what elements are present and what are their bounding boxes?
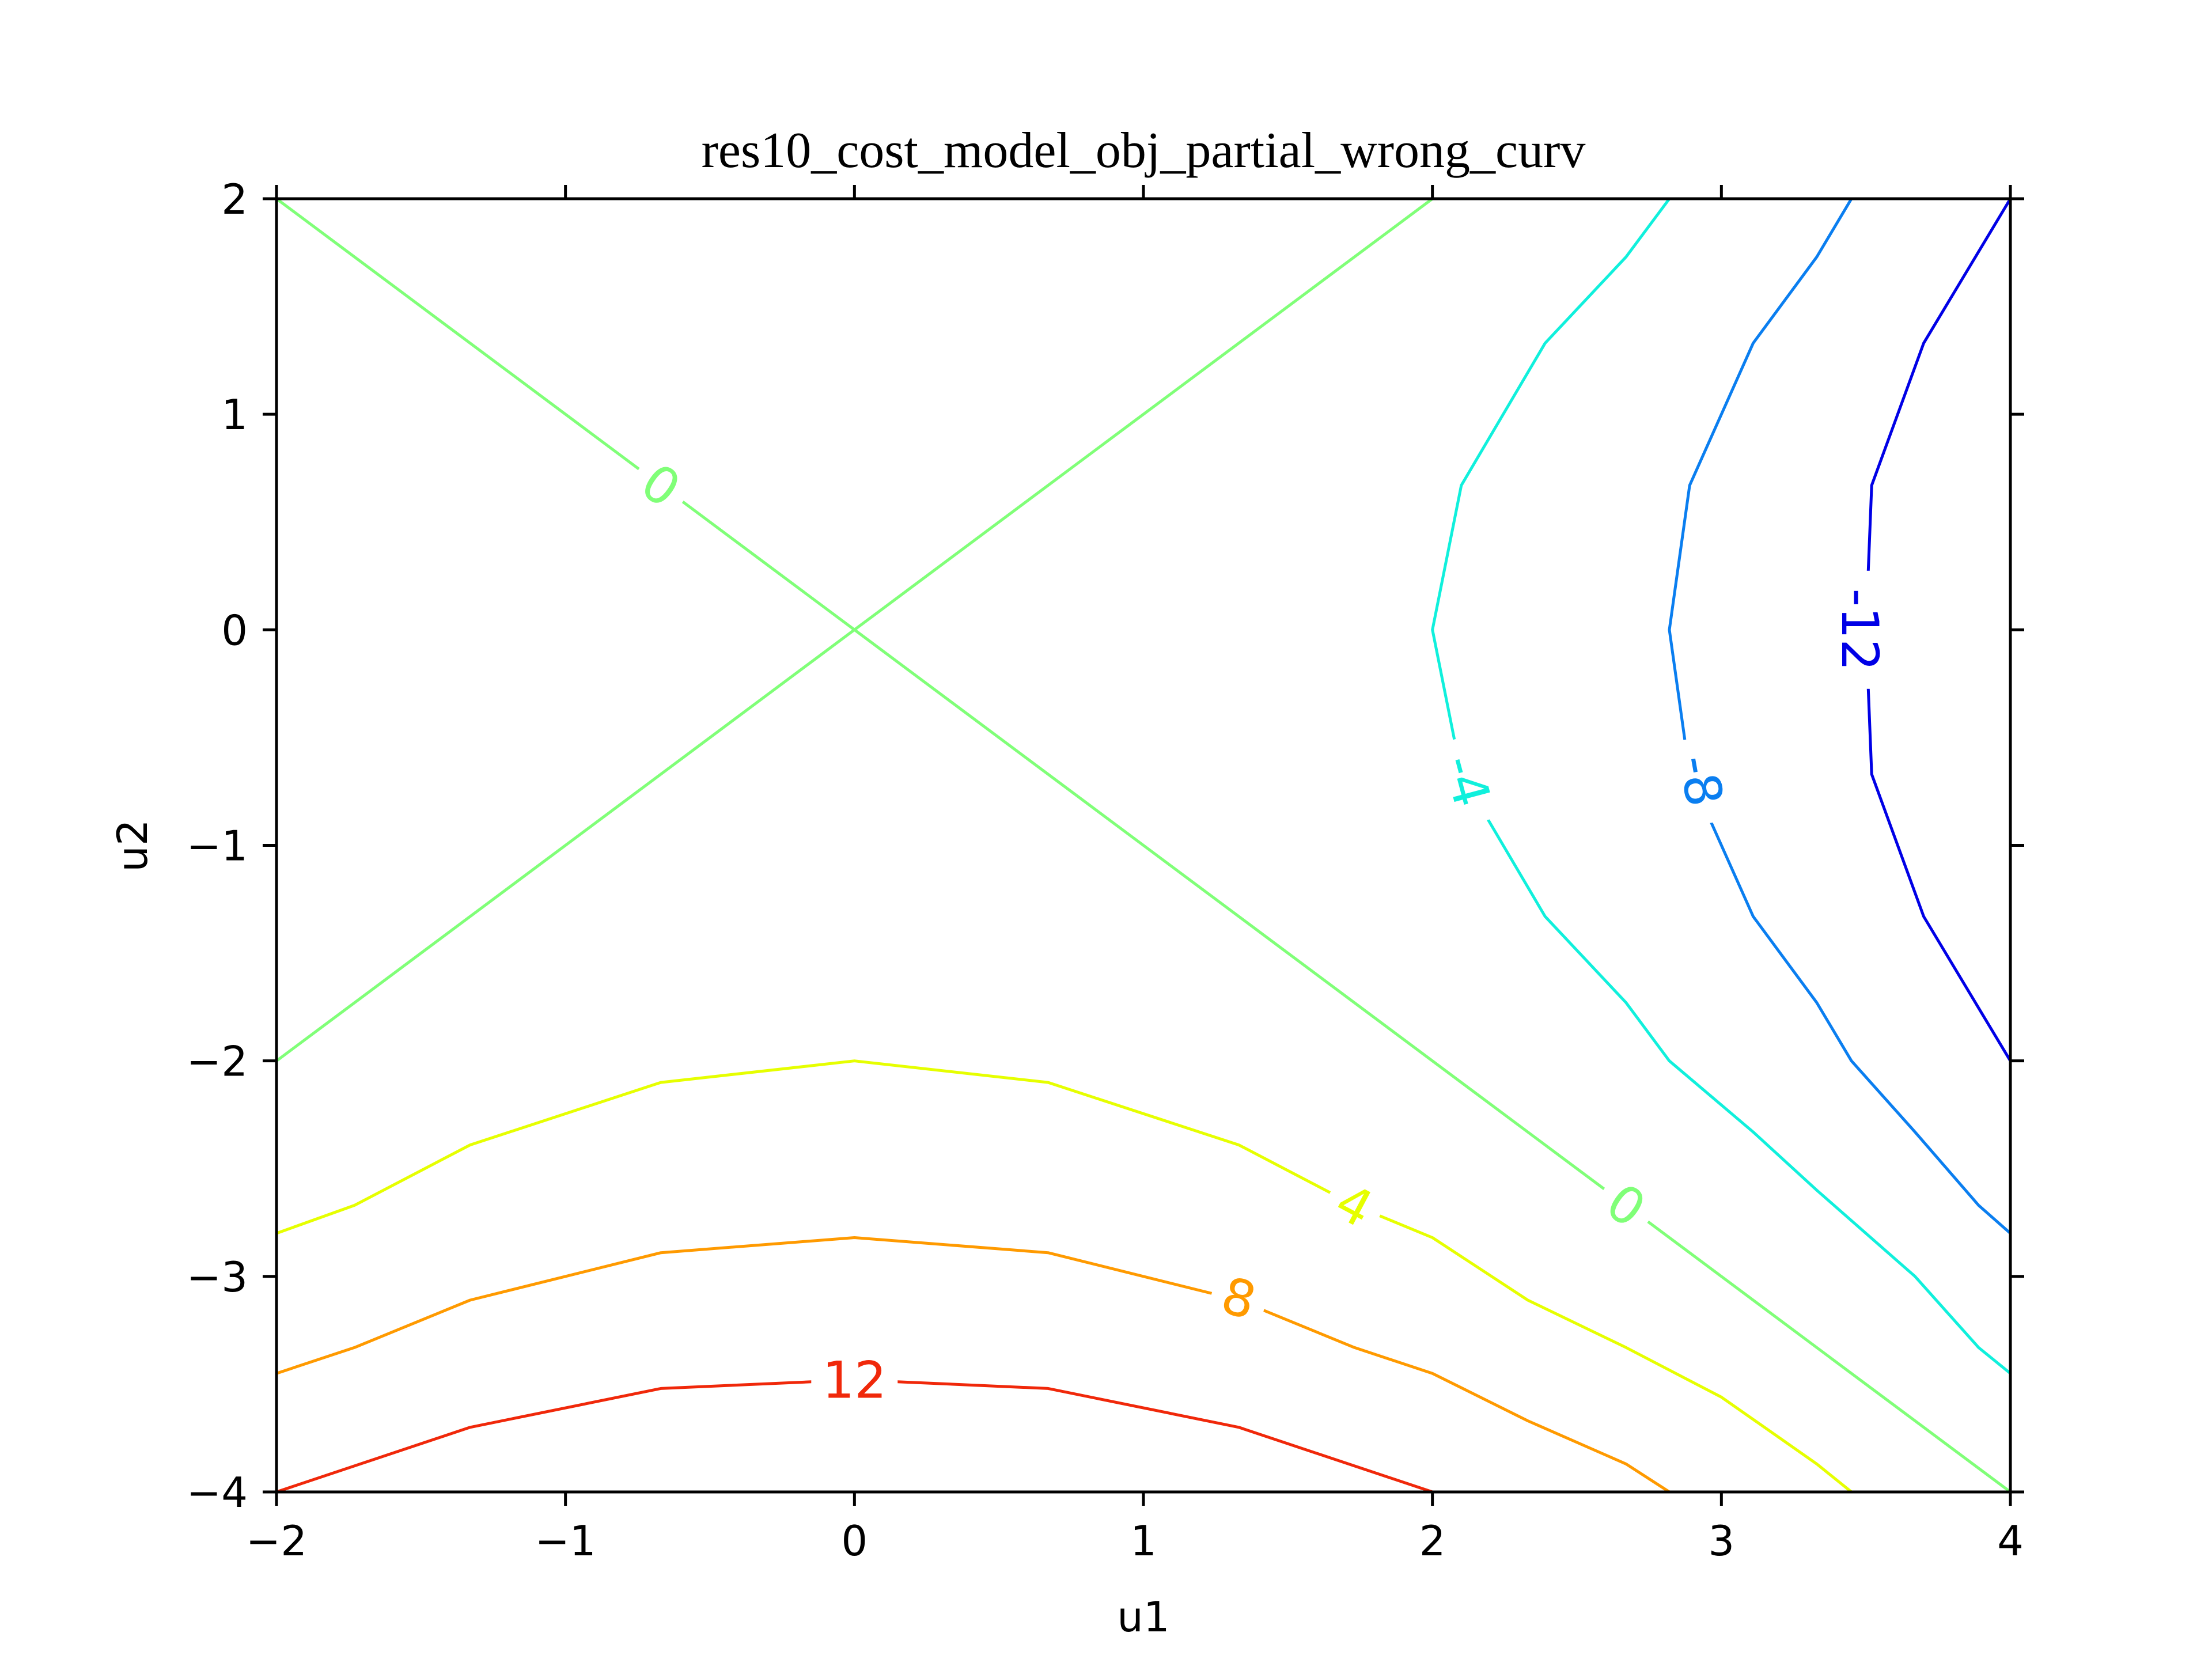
contour-label-backing bbox=[621, 445, 700, 526]
contour-labels: -12 -8 -4 0 0 48 12 bbox=[621, 445, 1891, 1410]
y-tick-label: −2 bbox=[187, 1037, 248, 1086]
x-axis-label: u1 bbox=[1117, 1593, 1169, 1641]
contour-label-backing bbox=[1586, 1165, 1666, 1246]
contour-label-group-12-0: 12 bbox=[811, 1350, 898, 1410]
contour-label-group--4-0: -4 bbox=[1427, 731, 1508, 831]
x-tick-label: 4 bbox=[1997, 1517, 2024, 1565]
contour-label-backing bbox=[1664, 733, 1738, 829]
contour-line-8-0 bbox=[276, 1236, 1671, 1494]
y-tick-label: 2 bbox=[221, 175, 248, 224]
x-tick-label: −1 bbox=[535, 1517, 596, 1565]
contour-label-group-0-1: 0 bbox=[1586, 1165, 1666, 1246]
contour-label-group-4-0: 4 bbox=[1316, 1166, 1393, 1245]
contour-label-group-8-0: 8 bbox=[1204, 1262, 1274, 1335]
contour-label--8-0: -8 bbox=[1667, 751, 1734, 810]
x-tick-label: 0 bbox=[841, 1517, 868, 1565]
y-tick-label: −1 bbox=[187, 822, 248, 870]
contour-label-backing bbox=[811, 1350, 898, 1410]
contour-label-backing bbox=[1427, 731, 1508, 831]
y-tick-label: −4 bbox=[187, 1468, 248, 1517]
y-tick-label: 0 bbox=[221, 606, 248, 654]
contour-label-group-0-0: 0 bbox=[621, 445, 700, 526]
contour-line-0-1 bbox=[275, 197, 1434, 1062]
y-axis-label: u2 bbox=[108, 819, 157, 872]
y-tick-label: 1 bbox=[221, 391, 248, 439]
contour-line--4-0 bbox=[1431, 198, 2012, 1375]
contour-label-backing bbox=[1204, 1262, 1274, 1335]
x-tick-label: 2 bbox=[1419, 1517, 1446, 1565]
plot-frame bbox=[275, 197, 2012, 1494]
x-tick-label: −2 bbox=[246, 1517, 307, 1565]
contour-label-12-0: 12 bbox=[822, 1350, 887, 1410]
contour-line-0-0 bbox=[275, 197, 2012, 1494]
chart-title: res10_cost_model_obj_partial_wrong_curv bbox=[702, 123, 1586, 179]
contour-label-backing bbox=[1830, 570, 1891, 689]
x-tick-label: 1 bbox=[1130, 1517, 1157, 1565]
contour-line--8-0 bbox=[1668, 198, 2012, 1234]
contour-label-backing bbox=[1316, 1166, 1393, 1245]
contour-label--12-0: -12 bbox=[1830, 588, 1889, 671]
contour-lines bbox=[275, 197, 2012, 1494]
contour-label-group--8-0: -8 bbox=[1664, 733, 1738, 829]
contour-line-4-0 bbox=[276, 1059, 1853, 1493]
y-tick-label: −3 bbox=[187, 1253, 248, 1301]
x-tick-label: 3 bbox=[1708, 1517, 1734, 1565]
contour-label-group--12-0: -12 bbox=[1830, 570, 1891, 689]
